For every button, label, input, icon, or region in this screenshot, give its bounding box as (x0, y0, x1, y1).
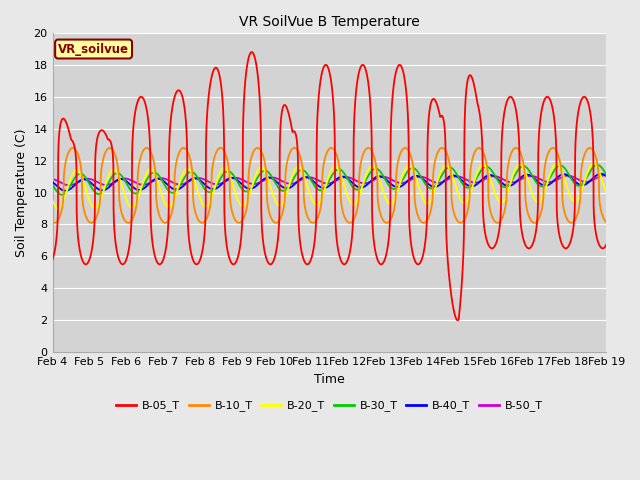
X-axis label: Time: Time (314, 372, 345, 385)
Text: VR_soilvue: VR_soilvue (58, 43, 129, 56)
Title: VR SoilVue B Temperature: VR SoilVue B Temperature (239, 15, 420, 29)
Legend: B-05_T, B-10_T, B-20_T, B-30_T, B-40_T, B-50_T: B-05_T, B-10_T, B-20_T, B-30_T, B-40_T, … (112, 396, 547, 416)
Y-axis label: Soil Temperature (C): Soil Temperature (C) (15, 128, 28, 257)
